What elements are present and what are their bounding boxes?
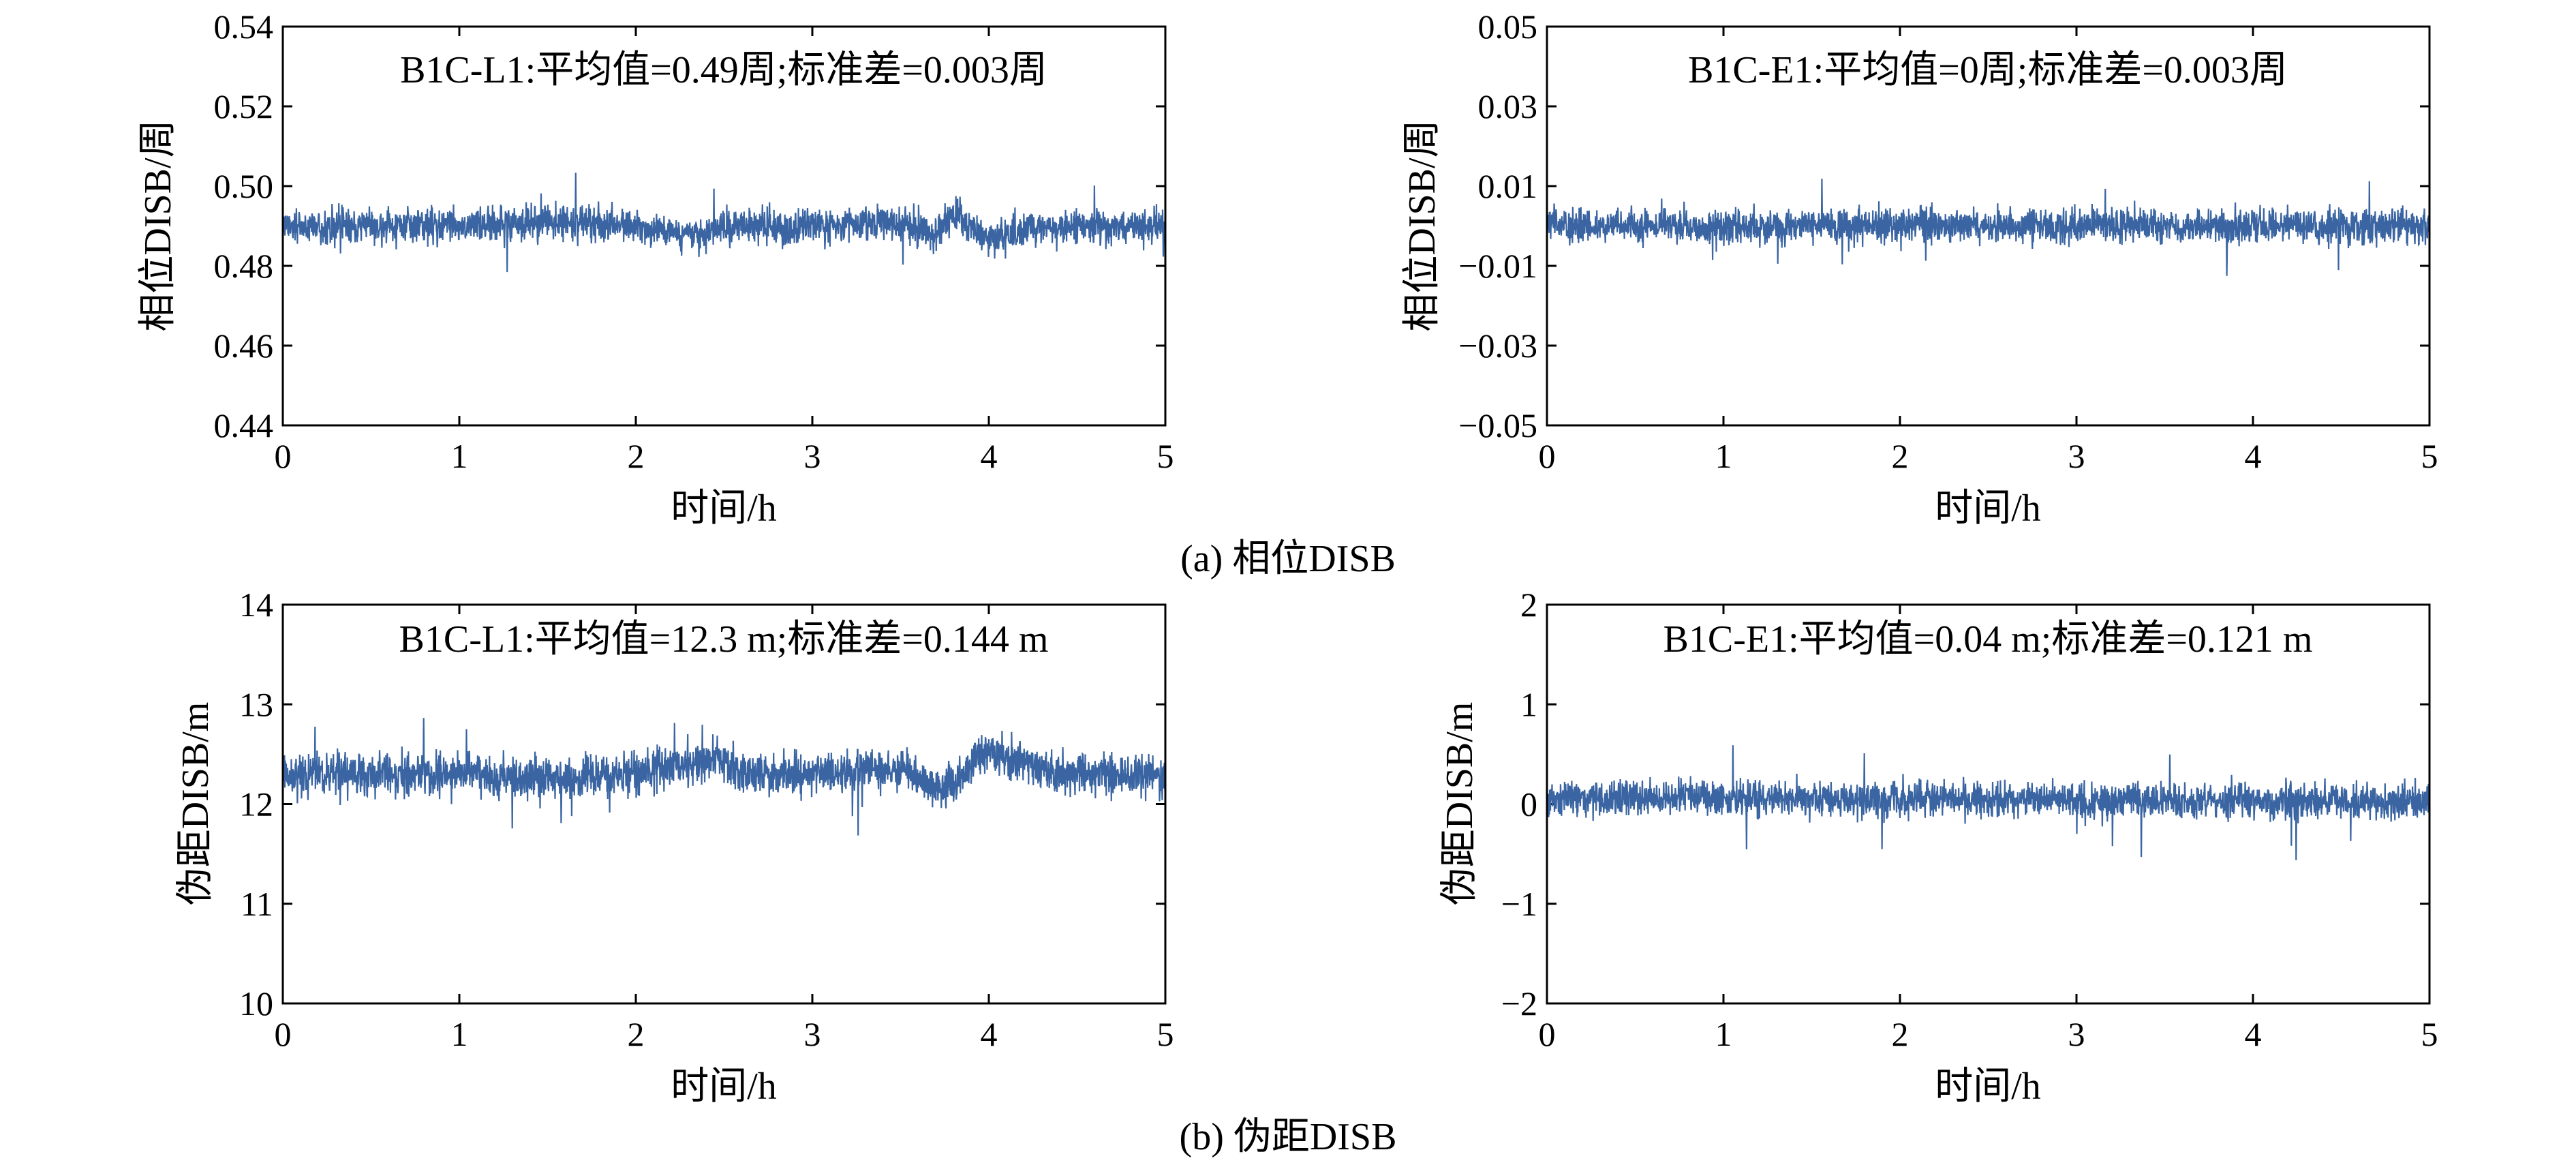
x-tick-label: 3 xyxy=(2068,1015,2085,1053)
y-tick-label: 0.03 xyxy=(1478,87,1538,125)
panel-code-e1: 0 1 2 3 4 5 −2 −1 0 1 2 B1C-E1:平均值=0.04 m;标准差=0.12… xyxy=(1439,586,2438,1108)
y-tick-label: 0.05 xyxy=(1478,7,1538,46)
y-tick-label: 0.01 xyxy=(1478,167,1538,205)
x-tick-label: 2 xyxy=(1892,437,1909,475)
y-tick-label: −0.05 xyxy=(1458,406,1537,444)
x-tick-label: 5 xyxy=(2421,1015,2438,1053)
y-axis-label: 相位DISB/周 xyxy=(137,119,179,331)
x-tick-label: 0 xyxy=(275,1015,292,1053)
y-tick-label: 0.44 xyxy=(214,406,274,444)
x-tick-label: 5 xyxy=(1157,437,1174,475)
x-tick-label: 1 xyxy=(451,437,468,475)
annotation: B1C-E1:平均值=0周;标准差=0.003周 xyxy=(1688,49,2288,91)
caption-a: (a) 相位DISB xyxy=(1180,538,1396,580)
y-tick-label: 0.46 xyxy=(214,327,274,365)
caption-b: (b) 伪距DISB xyxy=(1180,1116,1397,1158)
x-tick-label: 2 xyxy=(628,1015,645,1053)
x-tick-label: 0 xyxy=(1539,437,1556,475)
axes-frame xyxy=(1546,603,2431,1005)
y-tick-label: −0.03 xyxy=(1458,327,1537,365)
axes-frame xyxy=(1546,25,2431,427)
x-tick-label: 2 xyxy=(628,437,645,475)
y-tick-label: −2 xyxy=(1501,984,1537,1023)
panel-phase-l1: 0 1 2 3 4 5 0.44 0.46 0.48 0.50 0.52 0.54 B1C-L1:平均… xyxy=(137,7,1174,530)
y-axis-label: 伪距DISB/m xyxy=(174,702,217,906)
x-tick-label: 5 xyxy=(2421,437,2438,475)
axes-frame xyxy=(281,603,1167,1005)
x-tick-label: 1 xyxy=(451,1015,468,1053)
x-tick-label: 4 xyxy=(2245,437,2262,475)
series-line-phase-e1 xyxy=(1547,179,2429,276)
x-axis-label: 时间/h xyxy=(1935,1065,2041,1108)
x-tick-label: 0 xyxy=(1539,1015,1556,1053)
y-tick-label: 14 xyxy=(239,586,273,624)
x-tick-label: 5 xyxy=(1157,1015,1174,1053)
y-tick-label: 11 xyxy=(241,885,273,923)
y-tick-label: 12 xyxy=(239,785,273,823)
y-tick-label: 0 xyxy=(1520,785,1537,823)
x-tick-label: 2 xyxy=(1892,1015,1909,1053)
x-tick-label: 4 xyxy=(981,437,998,475)
x-tick-label: 4 xyxy=(2245,1015,2262,1053)
x-tick-label: 1 xyxy=(1715,437,1732,475)
panel-phase-e1: 0 1 2 3 4 5 −0.05 −0.03 −0.01 0.01 0.03 0.05 B1C-E1… xyxy=(1401,7,2438,530)
y-tick-label: 0.52 xyxy=(214,87,274,125)
x-axis-label: 时间/h xyxy=(1935,487,2041,530)
x-tick-label: 3 xyxy=(804,437,821,475)
y-axis-label: 相位DISB/周 xyxy=(1401,119,1443,331)
y-tick-label: 0.50 xyxy=(214,167,274,205)
axes-frame xyxy=(281,25,1167,427)
y-tick-label: −1 xyxy=(1501,885,1537,923)
series-line-phase-l1 xyxy=(283,172,1165,273)
x-tick-label: 4 xyxy=(981,1015,998,1053)
annotation: B1C-E1:平均值=0.04 m;标准差=0.121 m xyxy=(1663,618,2313,661)
annotation: B1C-L1:平均值=12.3 m;标准差=0.144 m xyxy=(399,618,1049,661)
x-tick-label: 3 xyxy=(2068,437,2085,475)
y-tick-label: −0.01 xyxy=(1458,247,1537,285)
x-tick-label: 0 xyxy=(275,437,292,475)
annotation: B1C-L1:平均值=0.49周;标准差=0.003周 xyxy=(400,49,1047,91)
y-tick-label: 13 xyxy=(239,685,273,723)
y-tick-label: 10 xyxy=(239,984,273,1023)
x-tick-label: 1 xyxy=(1715,1015,1732,1053)
series-line-code-l1 xyxy=(283,718,1165,836)
y-axis-label: 伪距DISB/m xyxy=(1439,702,1481,906)
y-tick-label: 2 xyxy=(1520,586,1537,624)
y-tick-label: 0.54 xyxy=(214,7,274,46)
y-tick-label: 1 xyxy=(1520,685,1537,723)
x-axis-label: 时间/h xyxy=(671,487,777,530)
x-axis-label: 时间/h xyxy=(671,1065,777,1108)
series-line-code-e1 xyxy=(1547,745,2429,860)
x-tick-label: 3 xyxy=(804,1015,821,1053)
y-tick-label: 0.48 xyxy=(214,247,274,285)
